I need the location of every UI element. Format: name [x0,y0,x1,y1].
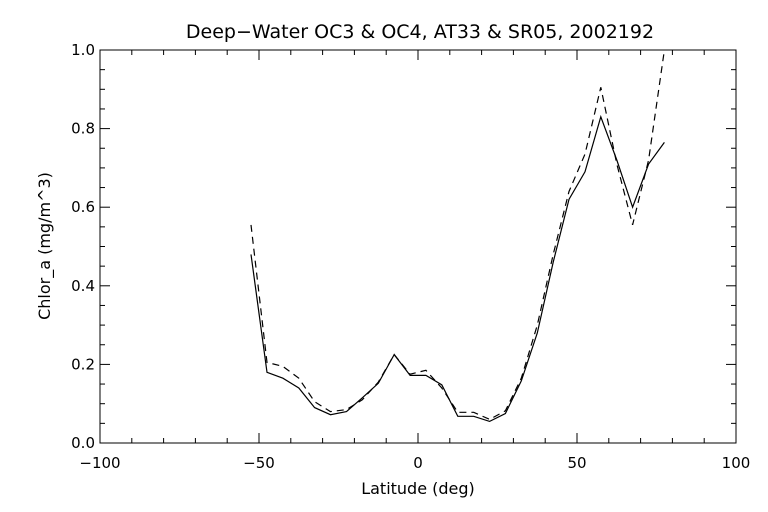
x-tick-label: 50 [567,454,586,472]
y-tick-label: 0.4 [71,277,95,295]
series-line-solid [250,114,665,423]
series-line-dashed [250,49,665,421]
y-tick-label: 0.2 [71,355,95,373]
y-tick-label: 0.8 [71,120,95,138]
y-tick-label: 0.0 [71,434,95,452]
y-tick-label: 1.0 [71,41,95,59]
plot-frame [99,49,737,444]
x-tick-label: −100 [79,454,120,472]
y-axis-label: Chlor_a (mg/m^3) [35,172,55,320]
y-tick-label: 0.6 [71,198,95,216]
x-tick-label: 100 [722,454,751,472]
x-tick-label: 0 [413,454,423,472]
x-axis-label: Latitude (deg) [361,479,475,498]
series-layer [250,49,665,423]
axis-ticks: −100 −50 0 50 100 0.0 0.2 0.4 0.6 0.8 1.0 [71,41,750,472]
x-tick-label: −50 [243,454,275,472]
chart-title: Deep−Water OC3 & OC4, AT33 & SR05, 20021… [186,21,654,43]
